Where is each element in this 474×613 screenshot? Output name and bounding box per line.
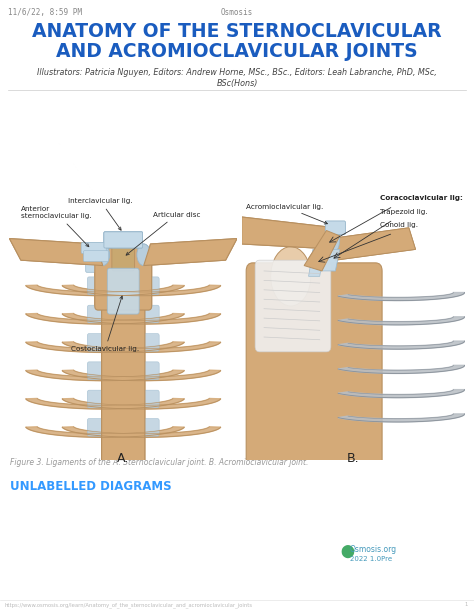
Polygon shape [242, 217, 340, 249]
Polygon shape [338, 317, 465, 325]
Polygon shape [144, 238, 237, 265]
FancyBboxPatch shape [112, 242, 135, 271]
Ellipse shape [331, 226, 340, 251]
Polygon shape [144, 238, 237, 265]
Polygon shape [62, 370, 221, 381]
FancyBboxPatch shape [83, 253, 115, 264]
Text: 2022 1.0Pre: 2022 1.0Pre [350, 556, 392, 562]
FancyBboxPatch shape [87, 277, 109, 295]
Polygon shape [318, 249, 340, 271]
Polygon shape [26, 313, 184, 324]
FancyBboxPatch shape [246, 263, 382, 468]
Text: BSc(Hons): BSc(Hons) [216, 79, 258, 88]
Polygon shape [9, 238, 103, 265]
Ellipse shape [137, 244, 151, 265]
FancyBboxPatch shape [86, 262, 115, 272]
FancyBboxPatch shape [137, 419, 159, 436]
FancyBboxPatch shape [104, 232, 143, 248]
Text: Acromioclavicular lig.: Acromioclavicular lig. [246, 204, 328, 224]
FancyBboxPatch shape [101, 280, 145, 464]
FancyBboxPatch shape [112, 242, 135, 271]
Polygon shape [9, 238, 103, 265]
Polygon shape [318, 249, 340, 271]
FancyBboxPatch shape [137, 362, 159, 379]
Text: Trapezoid lig.: Trapezoid lig. [380, 209, 428, 215]
Text: ANATOMY OF THE STERNOCLAVICULAR: ANATOMY OF THE STERNOCLAVICULAR [32, 22, 442, 41]
Polygon shape [62, 313, 221, 324]
FancyBboxPatch shape [104, 232, 143, 248]
Polygon shape [331, 228, 416, 260]
Polygon shape [309, 249, 324, 276]
FancyBboxPatch shape [325, 221, 346, 235]
FancyBboxPatch shape [95, 248, 152, 310]
Polygon shape [26, 370, 184, 381]
Ellipse shape [96, 244, 109, 265]
FancyBboxPatch shape [137, 333, 159, 351]
Text: 11/6/22, 8:59 PM: 11/6/22, 8:59 PM [8, 8, 82, 17]
Text: Articular disc: Articular disc [126, 211, 201, 255]
FancyBboxPatch shape [87, 390, 109, 408]
Ellipse shape [137, 244, 151, 265]
FancyBboxPatch shape [325, 221, 346, 235]
Text: Interclavicular lig.: Interclavicular lig. [68, 198, 133, 230]
FancyBboxPatch shape [255, 260, 331, 352]
Text: Figure 3. Ligaments of the A. Sternoclavicular joint. B. Acromioclavicular joint: Figure 3. Ligaments of the A. Sternoclav… [10, 458, 309, 467]
Polygon shape [242, 217, 340, 249]
Polygon shape [26, 427, 184, 437]
Polygon shape [62, 285, 221, 295]
Ellipse shape [271, 246, 311, 306]
Text: Anterior
sternoclavicular lig.: Anterior sternoclavicular lig. [21, 206, 91, 246]
Text: Osmosis.org: Osmosis.org [350, 545, 397, 554]
FancyBboxPatch shape [104, 232, 143, 248]
FancyBboxPatch shape [83, 251, 109, 262]
Polygon shape [338, 390, 465, 398]
Text: Osmosis: Osmosis [221, 8, 253, 17]
Polygon shape [62, 398, 221, 409]
FancyBboxPatch shape [137, 390, 159, 408]
Polygon shape [26, 398, 184, 409]
Polygon shape [304, 230, 340, 271]
Polygon shape [309, 249, 324, 276]
FancyBboxPatch shape [87, 305, 109, 323]
Polygon shape [62, 342, 221, 352]
Polygon shape [338, 292, 465, 300]
Text: 1: 1 [465, 602, 468, 607]
Ellipse shape [96, 244, 109, 265]
FancyBboxPatch shape [81, 243, 115, 255]
FancyBboxPatch shape [107, 268, 139, 314]
FancyBboxPatch shape [107, 268, 139, 314]
Polygon shape [338, 365, 465, 373]
FancyBboxPatch shape [137, 277, 159, 295]
FancyBboxPatch shape [87, 362, 109, 379]
Text: ⬤: ⬤ [340, 545, 354, 558]
FancyBboxPatch shape [95, 248, 152, 310]
Text: B.: B. [347, 452, 359, 465]
Polygon shape [331, 228, 416, 260]
Text: Coracoclavicular lig:: Coracoclavicular lig: [380, 196, 463, 202]
FancyBboxPatch shape [101, 280, 145, 464]
Text: AND ACROMIOCLAVICULAR JOINTS: AND ACROMIOCLAVICULAR JOINTS [56, 42, 418, 61]
Polygon shape [26, 342, 184, 352]
Polygon shape [338, 341, 465, 349]
Text: UNLABELLED DIAGRAMS: UNLABELLED DIAGRAMS [10, 480, 172, 493]
Text: Illustrators: Patricia Nguyen, Editors: Andrew Horne, MSc., BSc., Editors: Leah : Illustrators: Patricia Nguyen, Editors: … [37, 68, 437, 77]
Text: Conoid lig.: Conoid lig. [380, 223, 418, 229]
Text: A.: A. [117, 452, 129, 465]
FancyBboxPatch shape [81, 243, 106, 253]
Polygon shape [304, 230, 340, 271]
Polygon shape [26, 285, 184, 295]
Polygon shape [338, 414, 465, 422]
FancyBboxPatch shape [137, 305, 159, 323]
Polygon shape [62, 427, 221, 437]
FancyBboxPatch shape [87, 419, 109, 436]
FancyBboxPatch shape [87, 333, 109, 351]
Text: https://www.osmosis.org/learn/Anatomy_of_the_sternoclavicular_and_acromioclavicu: https://www.osmosis.org/learn/Anatomy_of… [5, 602, 253, 607]
Text: Costoclavicular lig.: Costoclavicular lig. [71, 296, 139, 352]
Ellipse shape [331, 226, 340, 251]
